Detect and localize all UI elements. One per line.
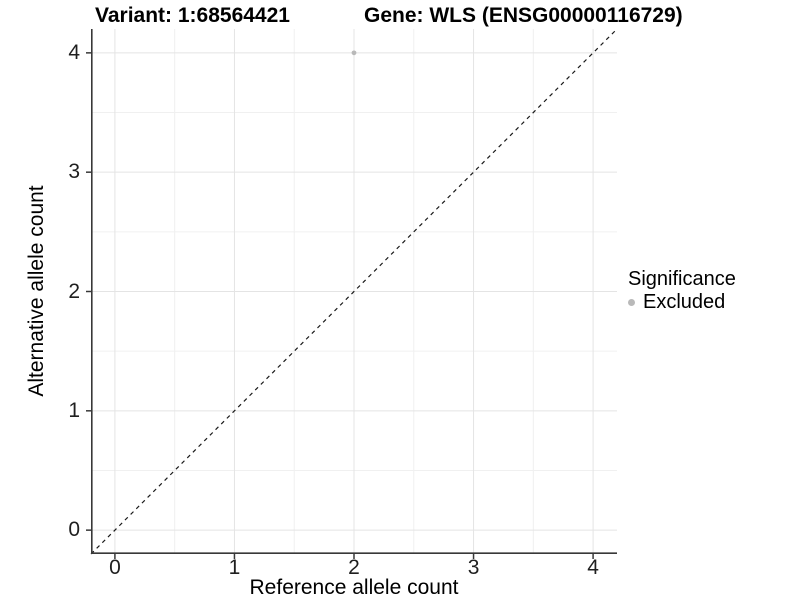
legend-item-label: Excluded: [643, 291, 726, 313]
data-point: [351, 50, 357, 56]
plot-title-gene: Gene: WLS (ENSG00000116729): [364, 4, 683, 27]
x-tick-label: 1: [228, 556, 241, 579]
legend: Significance Excluded: [628, 268, 736, 313]
plot-title-variant: Variant: 1:68564421: [95, 4, 290, 27]
y-tick-label: 0: [68, 518, 80, 542]
x-tick-label: 4: [587, 556, 599, 579]
y-tick-label: 4: [68, 40, 80, 64]
identity-line: [90, 28, 618, 555]
y-tick-label: 2: [68, 279, 80, 303]
plot-panel: [86, 28, 618, 559]
x-tick-label: 2: [348, 556, 360, 579]
x-tick-label: 0: [109, 556, 121, 579]
y-tick-label: 1: [68, 398, 80, 422]
x-tick-label: 3: [467, 556, 480, 579]
legend-point-icon: [628, 298, 635, 306]
legend-title: Significance: [628, 268, 736, 290]
y-tick-label: 3: [68, 160, 80, 184]
legend-item-excluded: Excluded: [628, 291, 736, 313]
plot-canvas: [86, 28, 618, 559]
x-axis-title: Reference allele count: [249, 576, 459, 599]
